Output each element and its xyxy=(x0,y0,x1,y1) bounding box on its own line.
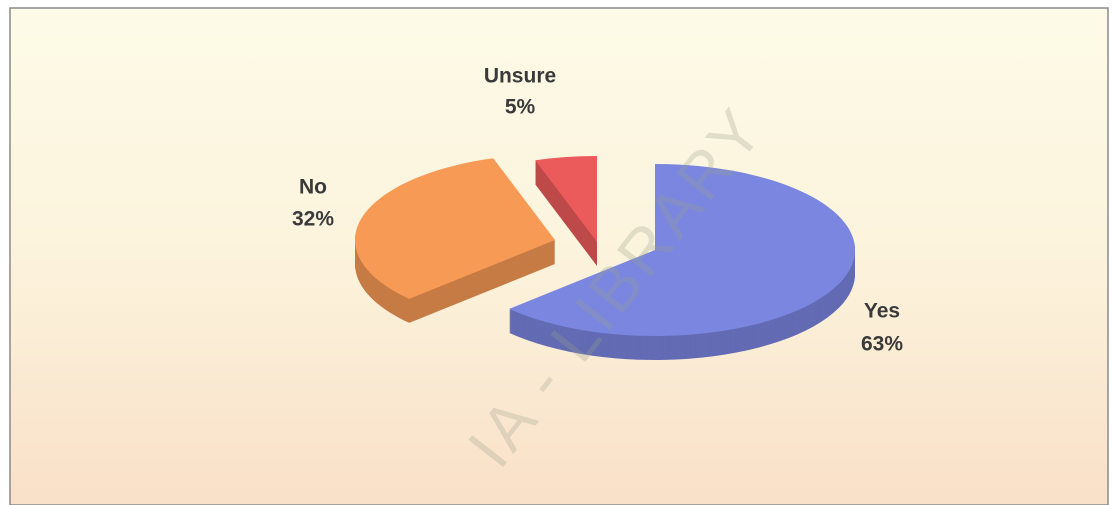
pie-slice xyxy=(509,164,855,336)
slice-label: Yes xyxy=(864,300,900,323)
slice-value-label: 32% xyxy=(292,208,334,231)
plot-frame xyxy=(9,7,1109,505)
pie-slice xyxy=(355,158,555,299)
pie xyxy=(355,156,855,361)
slice-value-label: 5% xyxy=(505,96,536,119)
slice-label: No xyxy=(299,176,327,199)
slice-label: Unsure xyxy=(484,65,556,88)
slice-value-label: 63% xyxy=(861,333,903,356)
pie-slice xyxy=(535,156,597,242)
